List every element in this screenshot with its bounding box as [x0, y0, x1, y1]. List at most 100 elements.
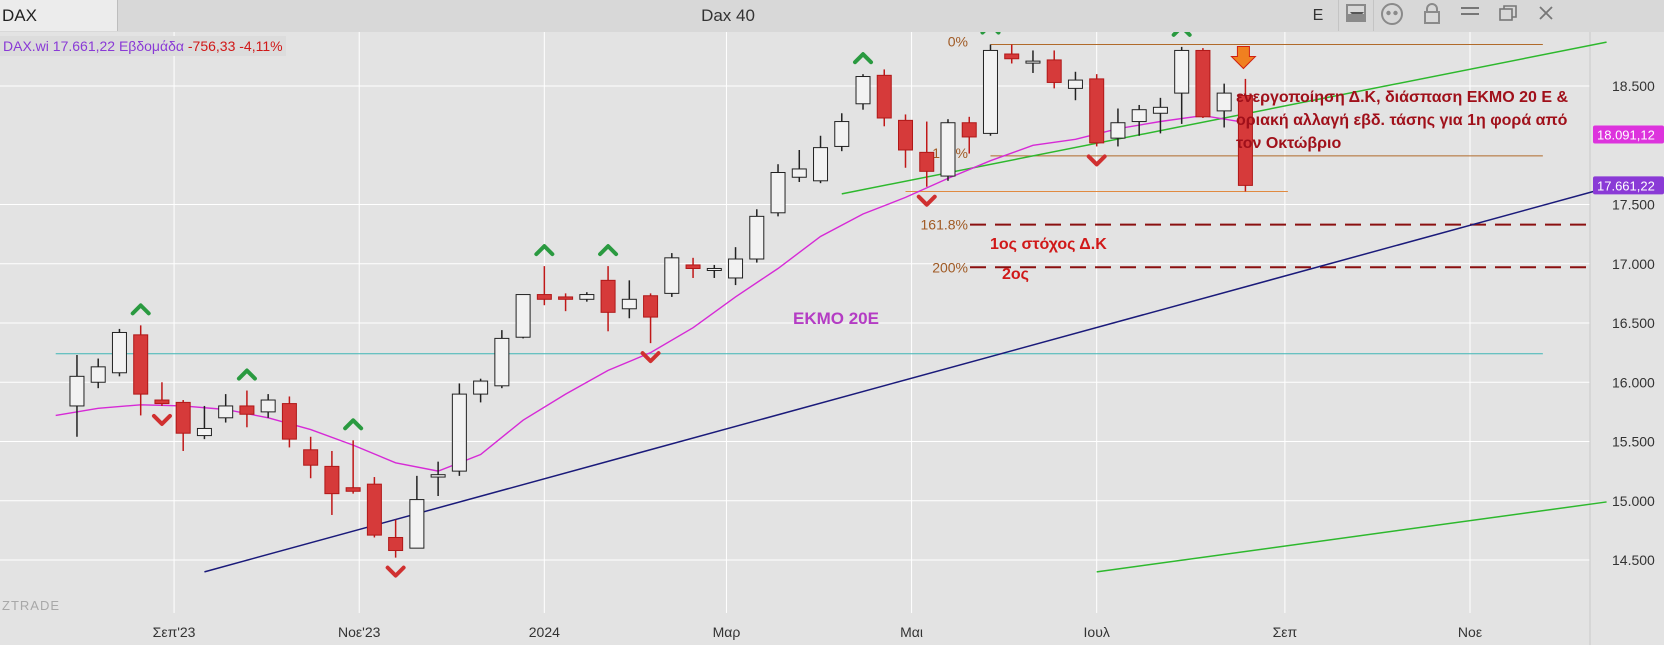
candle-body: [494, 337, 510, 387]
candle-body: [770, 172, 786, 214]
candle-body: [982, 49, 998, 134]
candle-body: [196, 427, 212, 437]
candle-body: [1089, 78, 1105, 144]
candle-body: [303, 449, 319, 466]
close-icon[interactable]: [1532, 3, 1560, 29]
fib-label: 0%: [948, 34, 968, 50]
candle-body: [515, 294, 531, 338]
quote-icon[interactable]: [1378, 3, 1406, 29]
menu-icon[interactable]: [1456, 3, 1484, 29]
candle-body: [536, 294, 552, 300]
y-tick-label: 17.500: [1612, 197, 1655, 213]
candle-body: [961, 122, 977, 138]
watermark: ZTRADE: [2, 598, 60, 613]
candle-body: [1004, 53, 1020, 60]
candle-body: [1110, 122, 1126, 139]
candle-body: [813, 147, 829, 182]
candle-body: [749, 215, 765, 260]
x-tick-label: Νοε: [1458, 624, 1482, 640]
y-tick-label: 16.000: [1612, 374, 1655, 390]
ema-line: [55, 114, 1246, 472]
candle-body: [579, 294, 595, 300]
candle-body: [239, 405, 255, 415]
candle-body: [1025, 60, 1041, 64]
candle-body: [664, 257, 680, 294]
restore-icon[interactable]: [1494, 3, 1522, 29]
candle-body: [685, 264, 701, 269]
candle-body: [345, 487, 361, 492]
sell-marker-icon: [916, 194, 937, 207]
candle-body: [409, 499, 425, 549]
candle-body: [1131, 109, 1147, 123]
x-tick-label: Νοε'23: [338, 624, 381, 640]
candle-body: [791, 168, 807, 178]
candle-body: [218, 405, 234, 419]
orange-arrow-down-icon: [1230, 46, 1257, 70]
x-tick-label: 2024: [529, 624, 560, 640]
buy-marker-icon: [1171, 32, 1192, 37]
info-symbol: DAX.wi 17.661,22 Εβδομάδα: [3, 38, 184, 54]
candle-body: [1216, 92, 1232, 112]
candle-body: [1174, 49, 1190, 94]
chart-title: Dax 40: [701, 6, 755, 25]
y-tick-label: 17.000: [1612, 256, 1655, 272]
lock-icon[interactable]: [1418, 3, 1446, 29]
y-tick-label: 15.500: [1612, 434, 1655, 450]
candle-body: [1195, 49, 1211, 118]
price-tag-label: 18.091,12: [1597, 127, 1655, 142]
candle-body: [451, 393, 467, 472]
candle-body: [643, 295, 659, 318]
price-tag-bg: [1593, 176, 1664, 195]
x-tick-label: Σεπ'23: [153, 624, 196, 640]
candle-body: [834, 121, 850, 147]
candle-body: [69, 375, 85, 407]
info-line: DAX.wi 17.661,22 Εβδομάδα -756,33 -4,11%: [0, 36, 286, 56]
sell-marker-icon: [385, 565, 406, 578]
target-2-label: 2ος: [1002, 266, 1029, 283]
toolbar: DAX Dax 40 E: [0, 0, 1664, 33]
candle-body: [876, 74, 892, 119]
candle-body: [706, 267, 722, 271]
fib-extension-label: 161.8%: [921, 217, 968, 233]
e-button[interactable]: E: [1312, 7, 1324, 24]
candle-body: [133, 334, 149, 395]
candle-body: [366, 483, 382, 536]
candle-body: [175, 401, 191, 434]
annotation-text: οριακή αλλαγή εβδ. τάσης για 1η φορά από: [1236, 112, 1568, 129]
buy-marker-icon: [130, 303, 151, 316]
price-chart[interactable]: 14.500 15.000 15.500 16.000 16.500 17.000 17.5…: [0, 32, 1664, 645]
panel-icon[interactable]: [1342, 3, 1370, 29]
candle-body: [940, 122, 956, 177]
info-change: -756,33 -4,11%: [187, 38, 283, 54]
candle-body: [90, 366, 106, 383]
x-tick-label: Μαι: [900, 624, 923, 640]
buy-marker-icon: [236, 368, 257, 381]
time-axis: [0, 613, 1590, 645]
buy-marker-icon: [343, 418, 364, 431]
candle-body: [1237, 94, 1253, 186]
candle-body: [600, 279, 616, 313]
candle-body: [430, 474, 446, 478]
candle-body: [1046, 59, 1062, 83]
ema-label: ΕΚΜΟ 20Ε: [793, 309, 879, 328]
candle-body: [111, 331, 127, 374]
candle-body: [388, 536, 404, 552]
candle-body: [324, 465, 340, 495]
candle-body: [281, 403, 297, 440]
target-1-label: 1ος στόχος Δ.Κ: [990, 236, 1107, 253]
candle-body: [919, 151, 935, 172]
buy-marker-icon: [853, 52, 874, 65]
candle-body: [260, 399, 276, 413]
x-tick-label: Σεπ: [1273, 624, 1298, 640]
annotation-text: ενεργοποίηση Δ.Κ, διάσπαση ΕΚΜΟ 20 Ε &: [1236, 89, 1569, 106]
price-tag-label: 17.661,22: [1597, 178, 1655, 193]
candle-body: [728, 258, 744, 279]
fib-extension-label: 200%: [932, 259, 968, 275]
price-tag-bg: [1593, 125, 1664, 144]
green-trend-lower: [1096, 501, 1607, 573]
y-tick-label: 14.500: [1612, 552, 1655, 568]
symbol-field[interactable]: DAX: [0, 0, 118, 31]
candle-body: [898, 119, 914, 151]
x-tick-label: Ιουλ: [1084, 624, 1110, 640]
buy-marker-icon: [534, 244, 555, 257]
